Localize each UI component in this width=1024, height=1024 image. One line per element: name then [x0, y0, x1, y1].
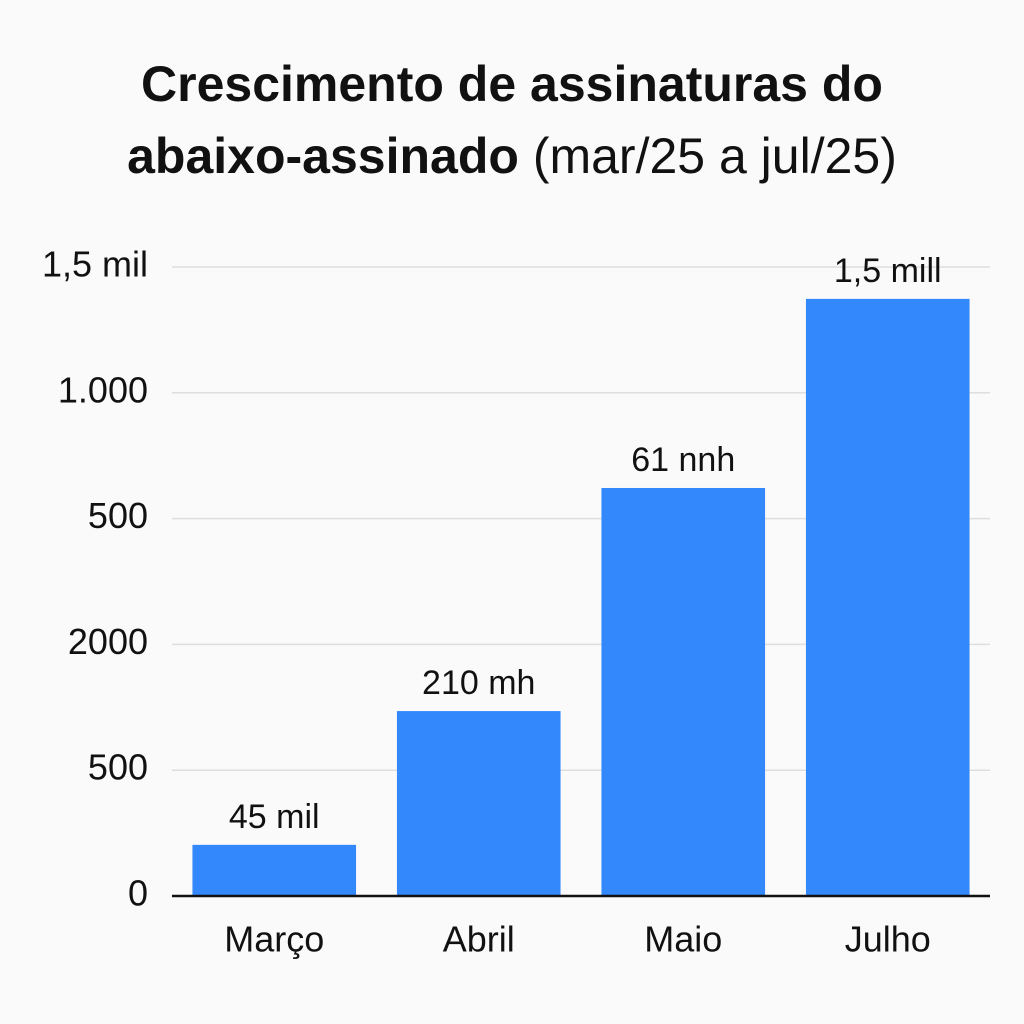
x-tick-label: Abril [443, 919, 515, 960]
data-label: 210 mh [422, 664, 535, 702]
bar [192, 844, 357, 896]
data-label: 1,5 mill [834, 252, 942, 290]
y-tick-label: 1,5 mil [42, 244, 148, 285]
data-label: 61 nnh [631, 441, 735, 479]
y-tick-label: 500 [88, 747, 148, 788]
x-tick-label: Julho [845, 919, 931, 960]
x-tick-label: Março [224, 919, 324, 960]
chart-title: abaixo-assinado [127, 128, 519, 184]
chart-title: Crescimento de assinaturas do [141, 56, 883, 112]
data-label: 45 mil [229, 798, 320, 836]
y-tick-label: 500 [88, 495, 148, 536]
bar [601, 487, 766, 896]
chart-subtitle: (mar/25 a jul/25) [533, 128, 897, 184]
x-tick-label: Maio [644, 919, 722, 960]
y-tick-label: 0 [128, 873, 148, 914]
y-tick-label: 1.000 [58, 369, 148, 410]
chart-title-line-2: abaixo-assinado (mar/25 a jul/25) [127, 128, 897, 184]
bar [805, 298, 970, 896]
bar [396, 711, 561, 896]
y-tick-label: 2000 [68, 621, 148, 662]
